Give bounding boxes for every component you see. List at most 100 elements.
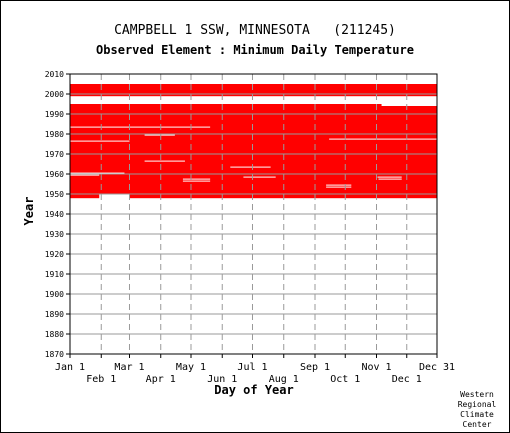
data-row xyxy=(70,184,437,187)
data-row xyxy=(70,124,437,127)
data-row xyxy=(70,162,437,165)
data-row xyxy=(70,142,437,145)
y-tick-label: 1920 xyxy=(45,250,64,259)
data-row xyxy=(70,132,437,135)
data-row xyxy=(70,170,437,173)
y-tick-label: 1930 xyxy=(45,230,64,239)
data-row xyxy=(70,194,100,197)
chart-title: CAMPBELL 1 SSW, MINNESOTA (211245) xyxy=(114,23,396,38)
y-tick-label: 1980 xyxy=(45,130,64,139)
y-tick-label: 1950 xyxy=(45,190,64,199)
x-tick-label: Oct 1 xyxy=(330,374,360,385)
data-gap xyxy=(70,140,130,142)
data-gap xyxy=(243,176,276,178)
data-layer xyxy=(70,84,437,199)
x-tick-label: Aug 1 xyxy=(269,374,299,385)
data-row xyxy=(70,156,437,159)
data-row xyxy=(70,152,437,155)
data-gap xyxy=(377,176,402,178)
data-row xyxy=(70,114,437,117)
data-row xyxy=(70,104,382,107)
data-row xyxy=(70,180,437,183)
x-tick-label: Dec 31 xyxy=(419,362,455,373)
data-gap xyxy=(144,160,185,162)
data-row xyxy=(70,172,437,175)
x-tick-label: Sep 1 xyxy=(300,362,330,373)
data-gap xyxy=(70,174,100,176)
y-tick-label: 1910 xyxy=(45,270,64,279)
credit-block: Western Regional Climate Center xyxy=(452,390,502,430)
data-row xyxy=(70,144,437,147)
data-row xyxy=(70,136,437,139)
data-gap xyxy=(70,172,125,174)
data-row xyxy=(70,186,437,189)
data-row xyxy=(70,84,437,87)
data-row xyxy=(70,116,437,119)
x-tick-label: Mar 1 xyxy=(114,362,144,373)
x-tick-label: Jan 1 xyxy=(55,362,85,373)
data-row xyxy=(129,194,437,197)
y-tick-label: 1890 xyxy=(45,310,64,319)
data-row xyxy=(70,192,437,195)
data-gap xyxy=(70,126,211,128)
data-gap xyxy=(144,134,175,136)
data-row xyxy=(70,174,437,177)
data-row xyxy=(70,146,437,149)
chart-subtitle: Observed Element : Minimum Daily Tempera… xyxy=(96,43,414,57)
x-tick-label: Jul 1 xyxy=(237,362,267,373)
data-row xyxy=(70,164,437,167)
data-row xyxy=(70,128,437,131)
y-tick-label: 1970 xyxy=(45,150,64,159)
data-row xyxy=(70,138,437,141)
data-row xyxy=(70,190,437,193)
data-row xyxy=(70,182,437,185)
data-row xyxy=(70,118,437,121)
data-row xyxy=(70,154,437,157)
credit-line: Western xyxy=(460,390,494,399)
data-row xyxy=(70,130,437,133)
data-row xyxy=(70,88,437,91)
data-row xyxy=(70,188,437,191)
data-gap xyxy=(182,178,211,180)
data-row xyxy=(129,196,437,199)
credit-line: Regional xyxy=(457,400,497,409)
data-row xyxy=(70,148,437,151)
x-tick-label: Apr 1 xyxy=(146,374,176,385)
data-row xyxy=(70,158,437,161)
data-row xyxy=(70,126,437,129)
data-row xyxy=(70,134,437,137)
x-tick-label: Jun 1 xyxy=(207,374,237,385)
data-row xyxy=(70,94,437,97)
data-row xyxy=(70,90,437,93)
data-gap xyxy=(182,180,211,182)
data-row xyxy=(70,108,437,111)
data-row xyxy=(70,168,437,171)
data-gap xyxy=(326,186,352,188)
data-gap xyxy=(230,166,271,168)
x-tick-label: Nov 1 xyxy=(361,362,391,373)
data-gap xyxy=(326,184,352,186)
y-tick-label: 2000 xyxy=(45,90,64,99)
y-tick-label: 1880 xyxy=(45,330,64,339)
x-tick-label: Feb 1 xyxy=(86,374,116,385)
x-tick-label: May 1 xyxy=(176,362,206,373)
data-row xyxy=(70,150,437,153)
y-tick-label: 1940 xyxy=(45,210,64,219)
y-tick-label: 1870 xyxy=(45,350,64,359)
data-gap xyxy=(378,178,402,180)
data-row xyxy=(70,196,100,199)
data-row xyxy=(70,140,437,143)
x-axis-label: Day of Year xyxy=(214,383,293,397)
y-tick-label: 2010 xyxy=(45,70,64,79)
data-row xyxy=(70,86,437,89)
data-row xyxy=(70,106,437,109)
x-tick-label: Dec 1 xyxy=(392,374,422,385)
y-tick-label: 1960 xyxy=(45,170,64,179)
data-row xyxy=(70,160,437,163)
credit-line: Center xyxy=(462,420,492,429)
data-row xyxy=(70,120,437,123)
data-row xyxy=(70,178,437,181)
credit-line: Climate xyxy=(460,410,494,419)
